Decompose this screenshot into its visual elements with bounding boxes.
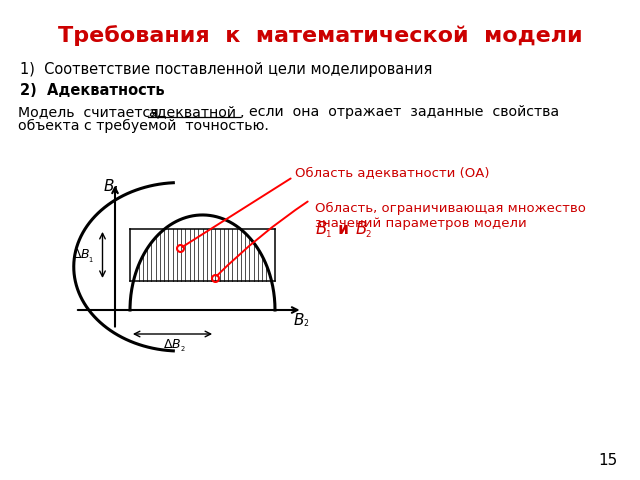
Text: $B$: $B$ [293, 312, 305, 328]
Text: объекта с требуемой  точностью.: объекта с требуемой точностью. [18, 119, 269, 133]
Text: Область, ограничивающая множество
значений параметров модели: Область, ограничивающая множество значен… [315, 202, 586, 230]
Text: $ΔB$: $ΔB$ [72, 249, 90, 262]
Text: $_2$: $_2$ [180, 344, 186, 354]
Text: $ΔB$: $ΔB$ [163, 338, 182, 351]
Text: адекватной: адекватной [148, 105, 236, 119]
Text: Область адекватности (ОА): Область адекватности (ОА) [295, 167, 490, 180]
Text: $B$: $B$ [355, 220, 367, 238]
Text: 15: 15 [598, 453, 618, 468]
Text: $_2$: $_2$ [365, 228, 372, 240]
Text: 1)  Соответствие поставленной цели моделирования: 1) Соответствие поставленной цели модели… [20, 62, 433, 77]
Text: $_2$: $_2$ [303, 318, 309, 330]
Text: $_1$: $_1$ [88, 255, 94, 265]
Text: и: и [333, 221, 354, 237]
Text: , если  она  отражает  заданные  свойства: , если она отражает заданные свойства [240, 105, 559, 119]
Text: $B$: $B$ [315, 220, 328, 238]
Text: Требования  к  математической  модели: Требования к математической модели [58, 25, 582, 46]
Text: $_1$: $_1$ [325, 228, 332, 240]
Text: 2)  Адекватность: 2) Адекватность [20, 83, 164, 98]
Text: $_1$: $_1$ [113, 185, 119, 197]
Text: $B$: $B$ [103, 178, 115, 194]
Text: Модель  считается: Модель считается [18, 105, 168, 119]
